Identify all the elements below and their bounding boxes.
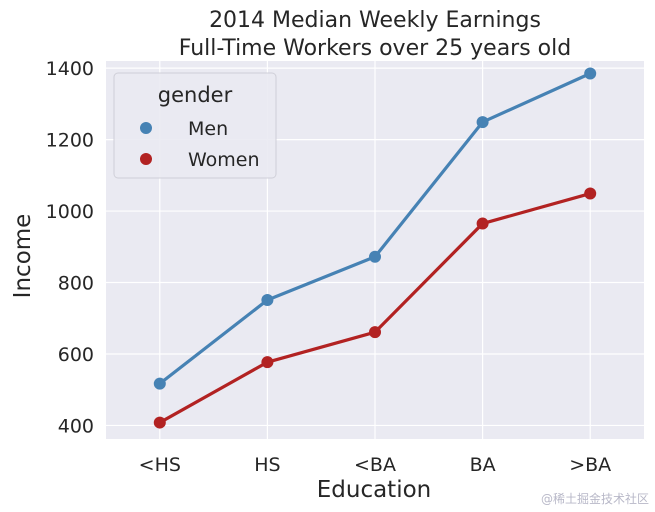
y-tick-label: 1000 <box>46 201 94 223</box>
y-tick-label: 800 <box>58 273 94 295</box>
y-axis-label: Income <box>10 214 36 299</box>
data-point-men <box>261 294 274 307</box>
data-point-men <box>153 377 166 390</box>
legend-box <box>113 72 277 179</box>
y-tick-labels: 400 600 800 1000 1200 1400 <box>46 58 94 437</box>
data-point-women <box>369 326 381 339</box>
x-tick-labels: <HS HS <BA BA >BA <box>139 454 612 476</box>
x-tick-label: BA <box>470 454 496 476</box>
chart-title-line-2: Full-Time Workers over 25 years old <box>179 36 571 61</box>
legend-label-women: Women <box>188 149 260 171</box>
legend-label-men: Men <box>188 118 228 140</box>
chart-title-line-1: 2014 Median Weekly Earnings <box>209 8 541 33</box>
data-point-women <box>261 356 274 369</box>
legend-marker-women <box>140 153 152 165</box>
legend-title: gender <box>158 83 233 107</box>
data-point-men <box>476 116 489 129</box>
data-point-women <box>476 217 489 230</box>
series-group <box>153 67 597 429</box>
x-axis-label: Education <box>317 477 432 503</box>
data-point-men <box>584 67 597 80</box>
x-tick-label: <BA <box>354 454 396 476</box>
y-tick-label: 600 <box>58 344 94 366</box>
x-tick-label: >BA <box>569 454 611 476</box>
y-tick-label: 400 <box>58 415 94 437</box>
legend: gender Men Women <box>113 72 277 179</box>
data-point-men <box>369 250 381 263</box>
y-tick-label: 1200 <box>46 130 94 152</box>
legend-marker-men <box>140 122 152 134</box>
data-point-women <box>584 187 597 200</box>
data-point-women <box>153 416 166 429</box>
x-tick-label: HS <box>254 454 280 476</box>
y-tick-label: 1400 <box>46 58 94 80</box>
x-tick-label: <HS <box>139 454 181 476</box>
watermark: @稀土掘金技术社区 <box>540 492 649 506</box>
